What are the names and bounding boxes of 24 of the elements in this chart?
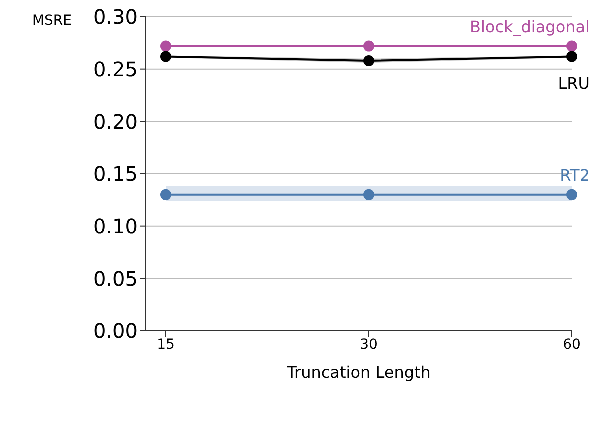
point — [160, 189, 172, 200]
point — [364, 55, 374, 66]
y-tick-label: 0.30 — [93, 5, 138, 30]
point — [364, 189, 374, 200]
y-tick-label: 0.20 — [93, 110, 138, 134]
point — [566, 51, 578, 62]
y-tick-label: 0.25 — [93, 57, 138, 82]
point — [160, 51, 172, 62]
point — [364, 40, 374, 52]
point — [566, 40, 578, 52]
series-label: Block_diagonal — [470, 17, 590, 36]
y-axis-title: MSRE — [32, 13, 72, 29]
y-tick-label: 0.00 — [93, 319, 138, 344]
x-tick-label: 60 — [563, 336, 581, 353]
y-tick-label: 0.15 — [93, 162, 138, 186]
y-tick-label: 0.05 — [93, 266, 138, 291]
series-label: RT2 — [560, 166, 590, 185]
x-tick-label: 15 — [157, 336, 175, 353]
y-tick-label: 0.10 — [93, 214, 138, 238]
point — [566, 189, 578, 200]
series-label: LRU — [558, 74, 590, 93]
x-axis-title: Truncation Length — [286, 363, 431, 382]
point — [160, 40, 172, 52]
x-tick-label: 30 — [360, 336, 378, 353]
